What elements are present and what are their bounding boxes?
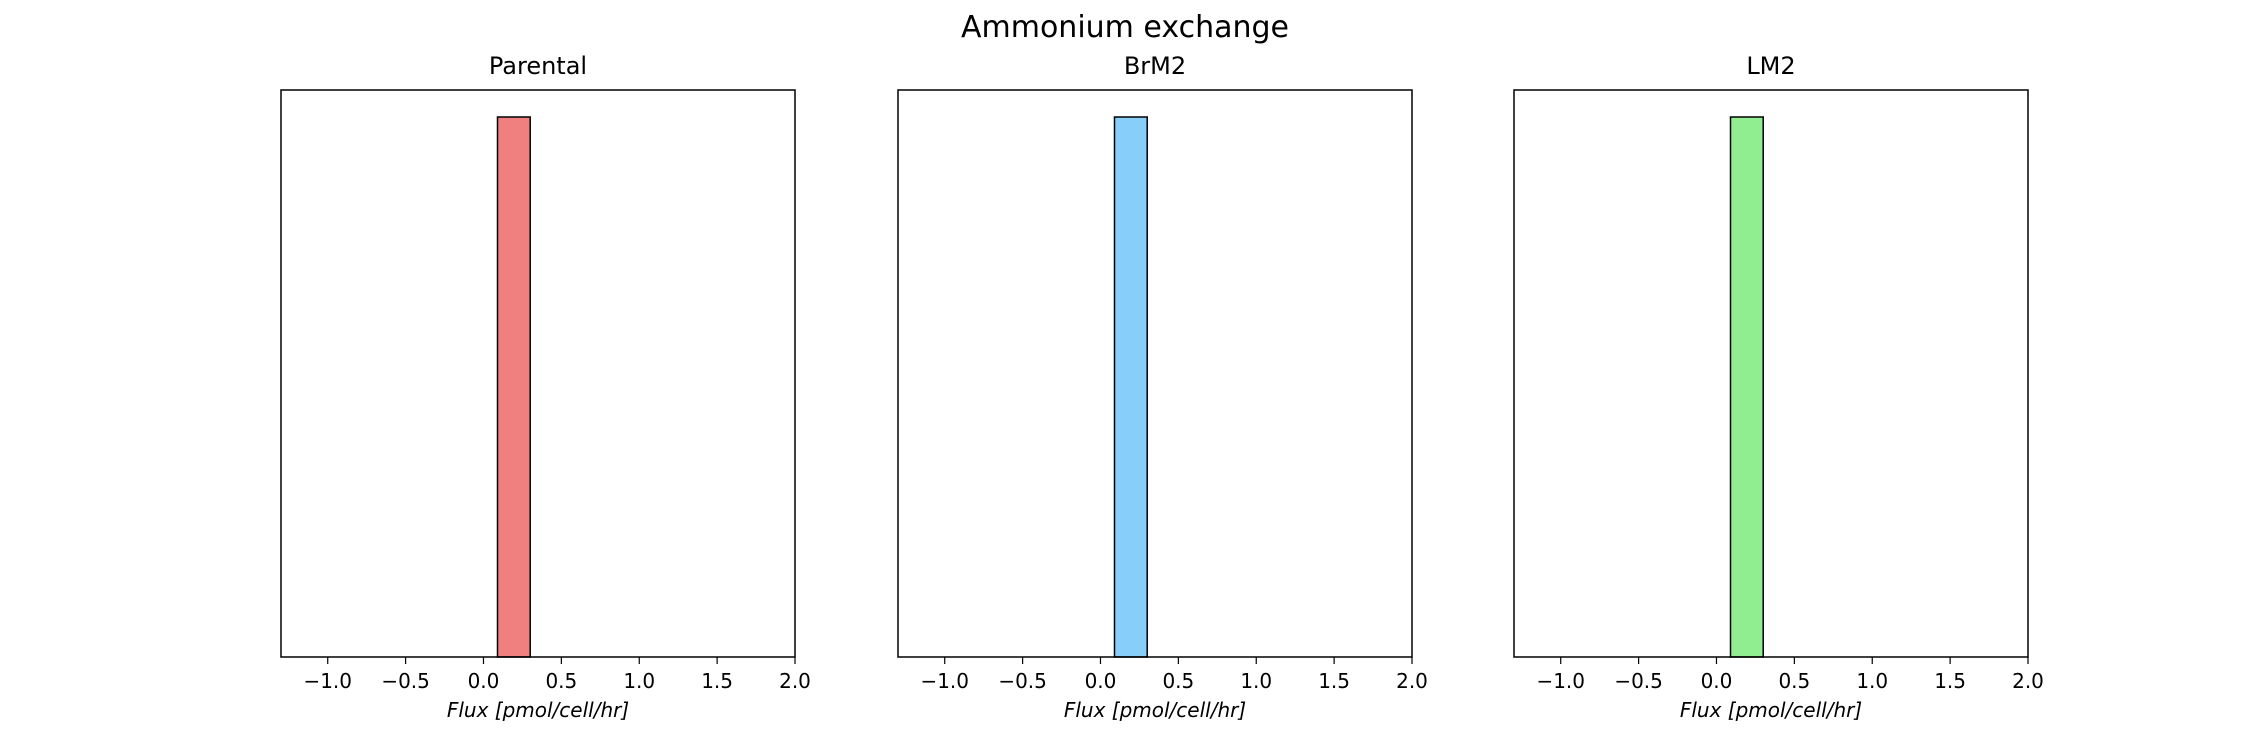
x-tick-label: 2.0 bbox=[1396, 669, 1428, 693]
x-tick-label: 0.5 bbox=[1162, 669, 1194, 693]
x-tick-label: 1.0 bbox=[1240, 669, 1272, 693]
subplot-title: Parental bbox=[489, 52, 587, 80]
x-axis-label: Flux [pmol/cell/hr] bbox=[447, 698, 629, 722]
x-tick-label: 1.0 bbox=[1856, 669, 1888, 693]
x-tick-label: 0.0 bbox=[468, 669, 500, 693]
x-tick-label: −1.0 bbox=[920, 669, 969, 693]
subplot-title: LM2 bbox=[1746, 52, 1795, 80]
histogram-bar bbox=[496, 116, 531, 658]
x-tick-label: 1.0 bbox=[623, 669, 655, 693]
x-tick-label: −1.0 bbox=[1536, 669, 1585, 693]
x-tick-label: 0.5 bbox=[545, 669, 577, 693]
subplot-title: BrM2 bbox=[1124, 52, 1186, 80]
x-tick-label: −1.0 bbox=[303, 669, 352, 693]
figure-title: Ammonium exchange bbox=[961, 10, 1289, 45]
x-axis-label: Flux [pmol/cell/hr] bbox=[1680, 698, 1862, 722]
subplots: −1.0 −0.5 0.0 0.5 1.0 1.5 2.0 Parental Flux [pmo… bbox=[280, 52, 2044, 722]
histogram-bar bbox=[1729, 116, 1764, 658]
x-tick-label: 1.5 bbox=[701, 669, 733, 693]
axes-frame bbox=[280, 89, 796, 658]
x-tick-label: −0.5 bbox=[1614, 669, 1663, 693]
x-tick-label: 2.0 bbox=[2012, 669, 2044, 693]
subplot-brm2: −1.0 −0.5 0.0 0.5 1.0 1.5 2.0 BrM2 Flux [pmol/ce… bbox=[897, 52, 1428, 722]
axes-frame bbox=[897, 89, 1413, 658]
subplot-parental: −1.0 −0.5 0.0 0.5 1.0 1.5 2.0 Parental Flux [pmo… bbox=[280, 52, 811, 722]
x-tick-label: −0.5 bbox=[998, 669, 1047, 693]
x-tick-label: 2.0 bbox=[779, 669, 811, 693]
x-tick-label: 0.0 bbox=[1701, 669, 1733, 693]
x-tick-label: 0.5 bbox=[1778, 669, 1810, 693]
x-axis-label: Flux [pmol/cell/hr] bbox=[1064, 698, 1246, 722]
x-tick-label: 1.5 bbox=[1318, 669, 1350, 693]
x-tick-label: 1.5 bbox=[1934, 669, 1966, 693]
axes-frame bbox=[1513, 89, 2029, 658]
histogram-bar bbox=[1113, 116, 1148, 658]
subplot-lm2: −1.0 −0.5 0.0 0.5 1.0 1.5 2.0 LM2 Flux [pmol/cel… bbox=[1513, 52, 2044, 722]
x-tick-label: 0.0 bbox=[1085, 669, 1117, 693]
x-tick-label: −0.5 bbox=[381, 669, 430, 693]
